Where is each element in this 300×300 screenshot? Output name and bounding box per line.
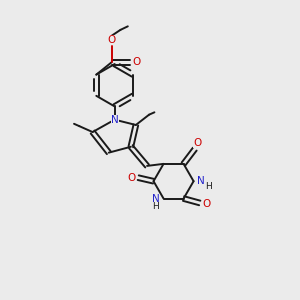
Text: O: O xyxy=(107,34,116,45)
Text: O: O xyxy=(202,200,210,209)
Text: O: O xyxy=(132,57,140,67)
Text: O: O xyxy=(128,173,136,183)
Text: N: N xyxy=(152,194,160,204)
Text: H: H xyxy=(205,182,212,191)
Text: H: H xyxy=(152,202,159,211)
Text: O: O xyxy=(193,138,201,148)
Text: N: N xyxy=(197,176,205,186)
Text: N: N xyxy=(111,115,119,125)
